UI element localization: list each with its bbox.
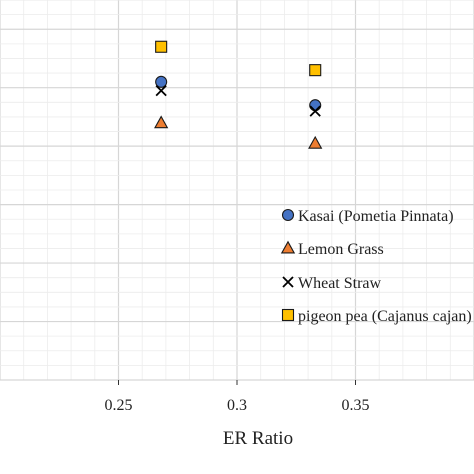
legend: Kasai (Pometia Pinnata) Lemon Grass Whea… (280, 208, 472, 325)
data-point-series-1 (308, 135, 323, 149)
legend-label-kasai: Kasai (Pometia Pinnata) (298, 208, 454, 225)
data-point-series-0 (155, 75, 168, 88)
data-points (154, 40, 323, 149)
legend-marker-0 (281, 208, 295, 222)
data-point-series-0 (309, 99, 322, 112)
x-tick-label: 0.35 (342, 397, 370, 414)
legend-label-lemon-grass: Lemon Grass (298, 241, 384, 258)
x-tick-label: 0.3 (227, 397, 247, 414)
legend-markers (280, 208, 296, 322)
x-tick-label: 0.25 (105, 397, 133, 414)
legend-label-pigeon-pea: pigeon pea (Cajanus cajan) (298, 308, 472, 325)
legend-label-wheat-straw: Wheat Straw (298, 275, 382, 292)
data-point-series-3 (155, 40, 168, 53)
legend-marker-3 (281, 308, 295, 322)
legend-marker-1 (280, 240, 296, 254)
data-point-series-2 (155, 84, 167, 97)
x-axis-ticks: 0.25 0.3 0.35 (105, 380, 370, 414)
data-point-series-1 (154, 115, 169, 129)
data-point-series-3 (309, 64, 322, 77)
x-axis-label: ER Ratio (223, 428, 293, 449)
legend-marker-2 (282, 276, 294, 288)
data-point-series-2 (309, 105, 321, 117)
